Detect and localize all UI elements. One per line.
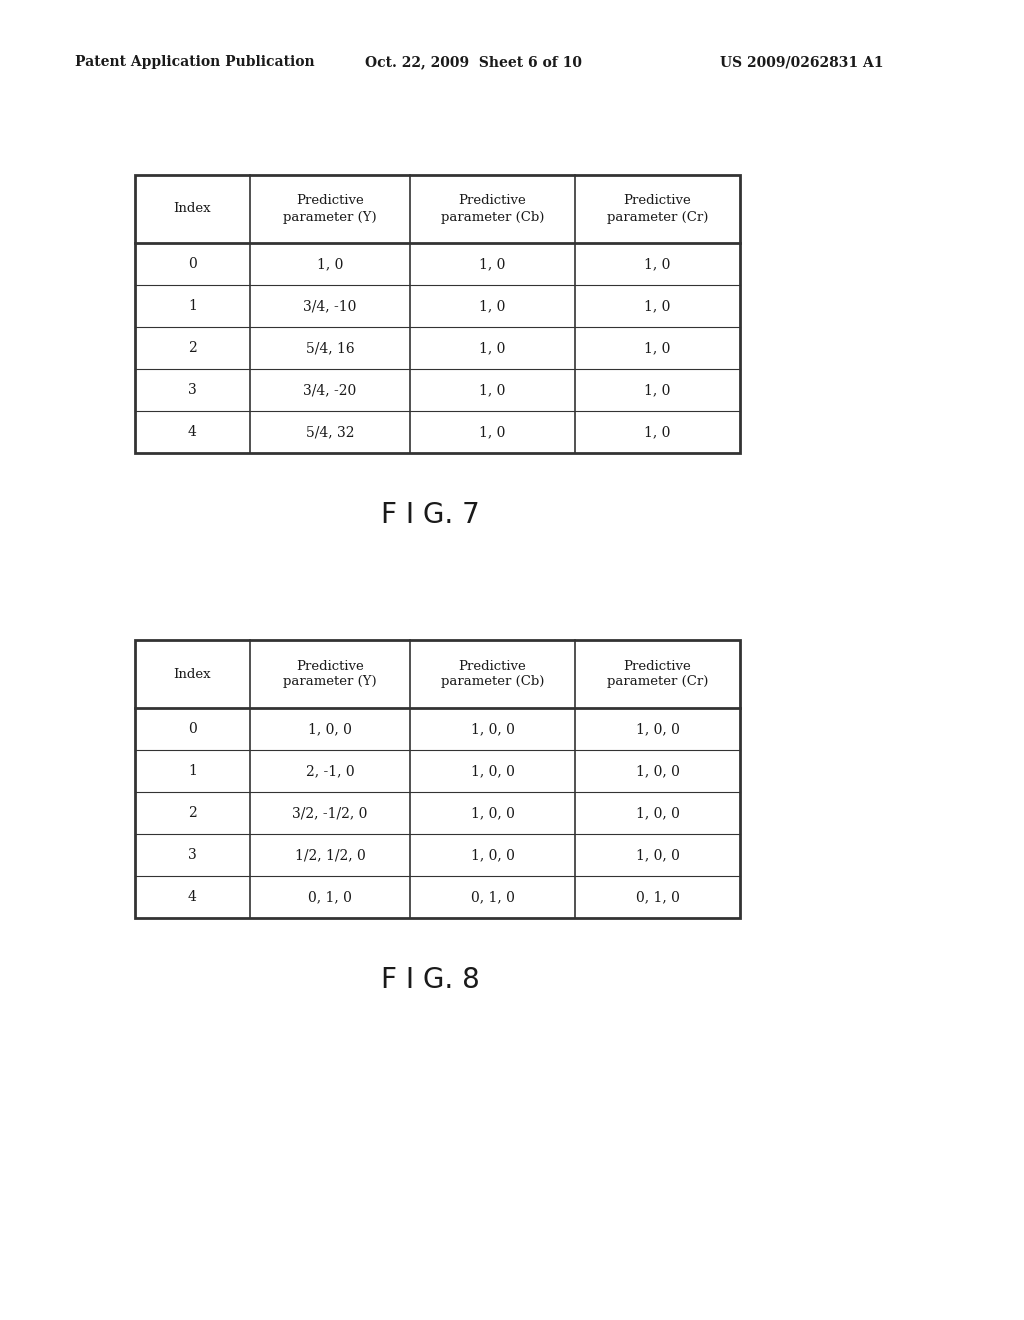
Text: 3/2, -1/2, 0: 3/2, -1/2, 0	[292, 807, 368, 820]
Text: 1, 0: 1, 0	[644, 425, 671, 440]
Text: Index: Index	[174, 202, 211, 215]
Text: 2: 2	[188, 807, 197, 820]
Text: 1, 0, 0: 1, 0, 0	[636, 764, 680, 777]
Text: 1, 0: 1, 0	[644, 341, 671, 355]
Text: Predictive
parameter (Y): Predictive parameter (Y)	[284, 660, 377, 689]
Text: 1, 0, 0: 1, 0, 0	[636, 847, 680, 862]
Text: 1, 0: 1, 0	[479, 300, 506, 313]
Text: 1, 0, 0: 1, 0, 0	[308, 722, 352, 737]
Text: 4: 4	[188, 425, 197, 440]
Text: 1, 0, 0: 1, 0, 0	[636, 807, 680, 820]
Text: 1, 0: 1, 0	[644, 383, 671, 397]
Text: US 2009/0262831 A1: US 2009/0262831 A1	[720, 55, 884, 69]
Text: 3: 3	[188, 383, 197, 397]
Text: 1, 0, 0: 1, 0, 0	[471, 722, 514, 737]
Text: F I G. 8: F I G. 8	[381, 966, 479, 994]
Text: 2: 2	[188, 341, 197, 355]
Text: 2, -1, 0: 2, -1, 0	[306, 764, 354, 777]
Text: 3/4, -20: 3/4, -20	[303, 383, 356, 397]
Text: 1: 1	[188, 764, 197, 777]
Text: Predictive
parameter (Cr): Predictive parameter (Cr)	[607, 194, 709, 223]
Text: 0, 1, 0: 0, 1, 0	[471, 890, 514, 904]
Text: 1, 0, 0: 1, 0, 0	[471, 764, 514, 777]
Text: 0, 1, 0: 0, 1, 0	[308, 890, 352, 904]
Text: 5/4, 32: 5/4, 32	[306, 425, 354, 440]
Text: 1, 0, 0: 1, 0, 0	[636, 722, 680, 737]
Text: Patent Application Publication: Patent Application Publication	[75, 55, 314, 69]
Bar	[135, 176, 740, 453]
Text: 1, 0, 0: 1, 0, 0	[471, 807, 514, 820]
Text: 5/4, 16: 5/4, 16	[306, 341, 354, 355]
Text: 1, 0: 1, 0	[479, 383, 506, 397]
Text: 4: 4	[188, 890, 197, 904]
Text: 1, 0: 1, 0	[316, 257, 343, 271]
Text: 3/4, -10: 3/4, -10	[303, 300, 356, 313]
Text: 1, 0: 1, 0	[644, 257, 671, 271]
Text: 1, 0: 1, 0	[644, 300, 671, 313]
Text: 1/2, 1/2, 0: 1/2, 1/2, 0	[295, 847, 366, 862]
Text: Predictive
parameter (Cb): Predictive parameter (Cb)	[440, 660, 544, 689]
Text: 1, 0, 0: 1, 0, 0	[471, 847, 514, 862]
Text: 0: 0	[188, 257, 197, 271]
Text: 1, 0: 1, 0	[479, 341, 506, 355]
Text: Predictive
parameter (Cb): Predictive parameter (Cb)	[440, 194, 544, 223]
Text: 1, 0: 1, 0	[479, 257, 506, 271]
Text: Predictive
parameter (Y): Predictive parameter (Y)	[284, 194, 377, 223]
Text: 0, 1, 0: 0, 1, 0	[636, 890, 680, 904]
Text: 3: 3	[188, 847, 197, 862]
Bar	[135, 640, 740, 917]
Text: Oct. 22, 2009  Sheet 6 of 10: Oct. 22, 2009 Sheet 6 of 10	[365, 55, 582, 69]
Text: Predictive
parameter (Cr): Predictive parameter (Cr)	[607, 660, 709, 689]
Text: 1, 0: 1, 0	[479, 425, 506, 440]
Text: 1: 1	[188, 300, 197, 313]
Text: Index: Index	[174, 668, 211, 681]
Text: F I G. 7: F I G. 7	[381, 502, 479, 529]
Text: 0: 0	[188, 722, 197, 737]
